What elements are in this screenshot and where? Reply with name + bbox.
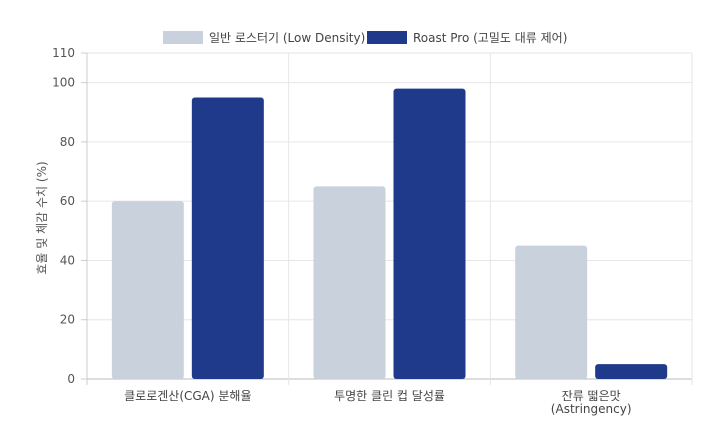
x-category-label: 잔류 떫은맛 (562, 389, 621, 403)
gridlines (86, 52, 693, 385)
x-axis-labels: 클로로겐산(CGA) 분해율 투명한 클린 컵 달성률 잔류 떫은맛(Astring… (124, 389, 631, 416)
legend-label-series-1: 일반 로스터기 (Low Density) (209, 31, 365, 45)
y-tick-label: 80 (60, 135, 75, 149)
bar-series-2-category-1 (191, 97, 264, 380)
x-category-label: 투명한 클린 컵 달성률 (334, 389, 445, 403)
y-tick-label: 110 (52, 46, 75, 60)
x-category-label: 클로로겐산(CGA) 분해율 (124, 389, 251, 403)
legend-swatch-series-2 (367, 31, 407, 44)
bar-series-2-category-2 (393, 88, 466, 380)
legend: 일반 로스터기 (Low Density) Roast Pro (고밀도 대류 … (163, 31, 567, 45)
x-category-label: (Astringency) (551, 402, 632, 416)
bar-series-1-category-3 (515, 245, 588, 379)
y-axis-ticks: 0 20 40 60 80 100 110 (52, 46, 87, 386)
bar-series-1-category-1 (111, 201, 184, 379)
legend-label-series-2: Roast Pro (고밀도 대류 제어) (413, 31, 567, 45)
bar-series-1-category-2 (313, 186, 386, 379)
y-tick-label: 40 (60, 253, 75, 267)
y-axis-label: 효율 및 체감 수치 (%) (35, 161, 49, 274)
y-tick-label: 20 (60, 313, 75, 327)
legend-swatch-series-1 (163, 31, 203, 44)
y-tick-label: 60 (60, 194, 75, 208)
bars (111, 88, 668, 380)
y-tick-label: 100 (52, 76, 75, 90)
bar-series-2-category-3 (595, 364, 668, 379)
y-tick-label: 0 (67, 372, 75, 386)
